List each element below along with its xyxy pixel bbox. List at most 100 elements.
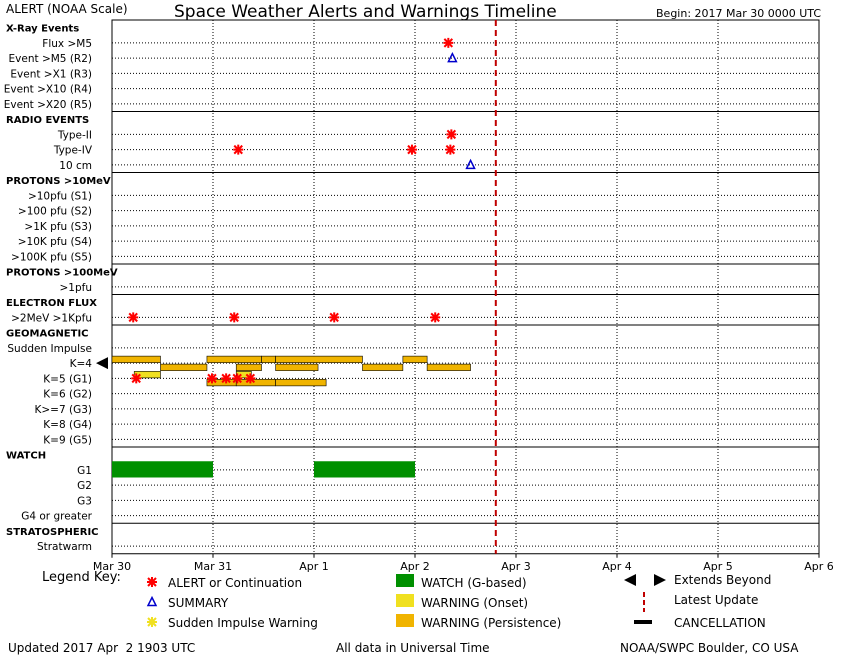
alert-marker xyxy=(233,144,244,155)
row-label: Type-IV xyxy=(53,145,93,157)
row-label: Sudden Impulse xyxy=(7,343,92,355)
row-label: K=6 (G2) xyxy=(43,389,92,401)
row-label: >2MeV >1Kpfu xyxy=(11,312,92,324)
section-header-label: PROTONS >100MeV xyxy=(6,268,118,279)
section-header-label: GEOMAGNETIC xyxy=(6,329,89,340)
row-label: >100K pfu (S5) xyxy=(11,251,92,263)
legend-latest-update-label: Latest Update xyxy=(674,593,759,607)
persistence-warning-bar xyxy=(235,363,262,371)
section-header-label: PROTONS >10MeV xyxy=(6,176,111,187)
x-tick-label: Apr 4 xyxy=(602,560,632,573)
persistence-warning-bar xyxy=(206,355,262,363)
footer-updated: Updated 2017 Apr 2 1903 UTC xyxy=(8,641,196,655)
alert-marker xyxy=(229,312,240,323)
legend-onset-swatch xyxy=(396,594,414,607)
section-header-label: RADIO EVENTS xyxy=(6,115,89,126)
persistence-warning-bar xyxy=(235,379,276,387)
legend-extends-right-arrow xyxy=(654,574,666,586)
persistence-warning-bar xyxy=(275,355,363,363)
legend-extends-label: Extends Beyond xyxy=(674,573,772,587)
legend-title: Legend Key: xyxy=(42,570,121,585)
row-label: Event >X10 (R4) xyxy=(4,84,92,96)
persistence-warning-bar xyxy=(402,355,428,363)
x-tick-label: Apr 3 xyxy=(501,560,531,573)
section-header-label: X-Ray Events xyxy=(6,24,79,35)
row-label: G1 xyxy=(77,465,92,477)
watch-bar xyxy=(314,461,415,478)
alert-marker xyxy=(245,373,256,384)
legend-alert-swatch xyxy=(147,577,157,587)
onset-warning-bar xyxy=(133,371,161,379)
watch-bar xyxy=(112,461,213,478)
row-label: G4 or greater xyxy=(21,511,92,523)
row-label: K>=7 (G3) xyxy=(34,404,92,416)
alert-marker xyxy=(232,373,243,384)
legend-sudden-impulse-swatch xyxy=(147,617,157,627)
legend-summary-label: SUMMARY xyxy=(168,596,229,610)
row-label: >100 pfu (S2) xyxy=(18,206,92,218)
row-label: Stratwarm xyxy=(37,541,92,553)
persistence-warning-bar xyxy=(426,363,471,371)
x-tick-label: Mar 31 xyxy=(194,560,232,573)
row-label: Type-II xyxy=(57,129,92,141)
alert-marker xyxy=(206,373,217,384)
row-label: 10 cm xyxy=(59,160,92,172)
onset-warning-bar xyxy=(235,371,252,379)
begin-date: Begin: 2017 Mar 30 0000 UTC xyxy=(656,7,822,20)
alert-marker xyxy=(443,37,454,48)
row-label: K=9 (G5) xyxy=(43,434,92,446)
alert-marker xyxy=(446,129,457,140)
persistence-warning-bar xyxy=(261,355,276,363)
alert-marker xyxy=(430,312,441,323)
alert-marker xyxy=(221,373,232,384)
row-label: >10K pfu (S4) xyxy=(18,236,92,248)
alert-marker xyxy=(329,312,340,323)
alert-marker xyxy=(445,144,456,155)
row-label: >1K pfu (S3) xyxy=(24,221,92,233)
row-label: K=8 (G4) xyxy=(43,419,92,431)
persistence-warning-bar xyxy=(111,355,161,363)
legend-extends-left-arrow xyxy=(624,574,636,586)
persistence-warning-bar xyxy=(362,363,404,371)
persistence-warning-bar xyxy=(160,363,208,371)
row-label: Flux >M5 xyxy=(42,38,92,50)
alert-scale-label: ALERT (NOAA Scale) xyxy=(6,2,128,16)
alert-marker xyxy=(131,373,142,384)
legend-persistence-label: WARNING (Persistence) xyxy=(421,616,562,630)
section-header-label: STRATOSPHERIC xyxy=(6,527,99,538)
row-label: Event >M5 (R2) xyxy=(9,53,92,65)
x-tick-label: Apr 1 xyxy=(299,560,329,573)
extends-beyond-arrow xyxy=(96,357,108,370)
section-header-label: ELECTRON FLUX xyxy=(6,298,97,309)
row-label: G2 xyxy=(77,480,92,492)
section-header-label: WATCH xyxy=(6,451,46,462)
alert-marker xyxy=(128,312,139,323)
row-label: >1pfu xyxy=(60,282,93,294)
row-label: K=4 xyxy=(70,358,93,370)
legend-onset-label: WARNING (Onset) xyxy=(421,596,529,610)
row-label: Event >X1 (R3) xyxy=(10,68,92,80)
alert-marker xyxy=(406,144,417,155)
legend-summary-swatch xyxy=(146,595,158,607)
footer-credit: NOAA/SWPC Boulder, CO USA xyxy=(620,641,799,655)
row-label: >10pfu (S1) xyxy=(28,190,92,202)
persistence-warning-bar xyxy=(275,363,319,371)
legend-cancellation-swatch xyxy=(634,620,652,624)
x-tick-label: Apr 2 xyxy=(400,560,430,573)
summary-marker xyxy=(465,158,476,170)
legend-cancellation-label: CANCELLATION xyxy=(674,616,766,630)
row-label: G3 xyxy=(77,495,92,507)
legend-alert-label: ALERT or Continuation xyxy=(168,576,303,590)
legend-sudden-impulse-label: Sudden Impulse Warning xyxy=(168,616,318,630)
x-tick-label: Mar 30 xyxy=(93,560,131,573)
row-label: K=5 (G1) xyxy=(43,373,92,385)
x-tick-label: Apr 6 xyxy=(804,560,834,573)
legend-watch-swatch xyxy=(396,574,414,587)
x-tick-label: Apr 5 xyxy=(703,560,733,573)
persistence-warning-bar xyxy=(275,379,327,387)
legend-watch-label: WATCH (G-based) xyxy=(421,576,527,590)
legend-persistence-swatch xyxy=(396,614,414,627)
footer-universal-time: All data in Universal Time xyxy=(336,641,490,655)
